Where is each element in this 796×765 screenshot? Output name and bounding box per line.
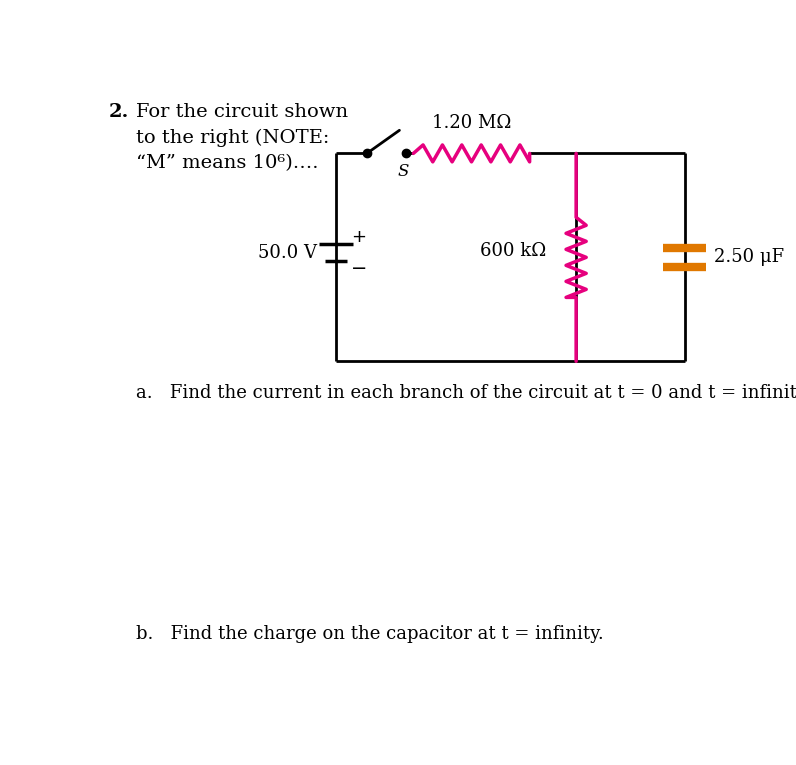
Text: “M” means 10⁶)….: “M” means 10⁶)….	[136, 155, 318, 172]
Text: b.   Find the charge on the capacitor at t = infinity.: b. Find the charge on the capacitor at t…	[136, 626, 603, 643]
Text: 50.0 V: 50.0 V	[259, 244, 318, 262]
Text: For the circuit shown: For the circuit shown	[136, 103, 348, 122]
Text: a.   Find the current in each branch of the circuit at t = 0 and t = infinity.: a. Find the current in each branch of th…	[136, 384, 796, 402]
Text: 600 kΩ: 600 kΩ	[481, 243, 547, 260]
Text: −: −	[351, 259, 367, 278]
Text: S: S	[398, 163, 409, 180]
Text: 2.50 μF: 2.50 μF	[714, 249, 784, 266]
Text: 1.20 MΩ: 1.20 MΩ	[431, 114, 511, 132]
Text: +: +	[352, 228, 367, 246]
Text: 2.: 2.	[109, 103, 129, 122]
Text: to the right (NOTE:: to the right (NOTE:	[136, 129, 330, 147]
